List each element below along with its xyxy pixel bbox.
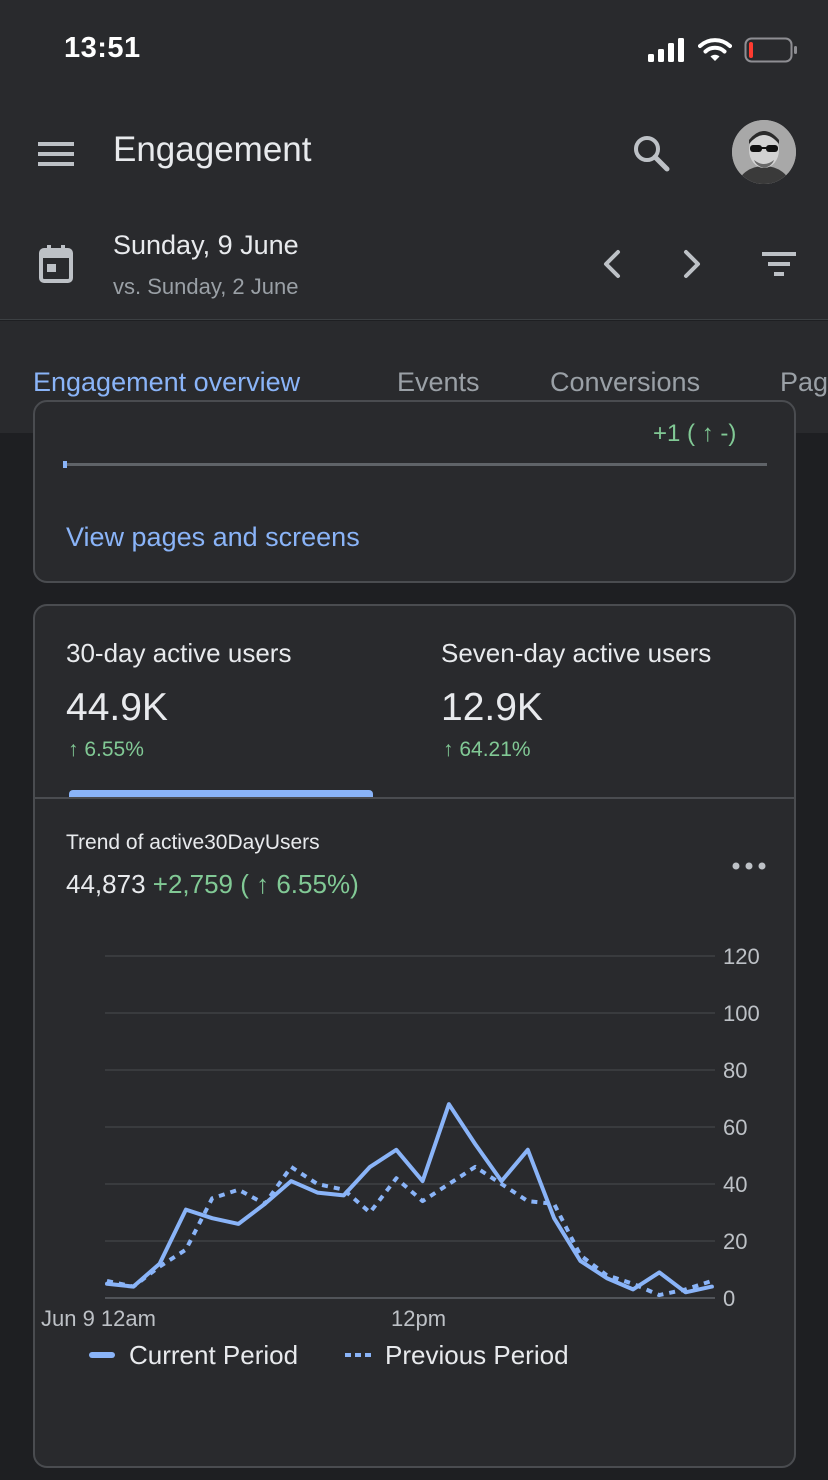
search-icon[interactable] (630, 132, 674, 176)
page-title: Engagement (113, 130, 312, 169)
metric-value-7-day: 12.9K (441, 686, 543, 729)
active-users-card: 30-day active users 44.9K ↑ 6.55% Seven-… (33, 604, 796, 1468)
avatar[interactable] (732, 120, 796, 184)
trend-title: Trend of active30DayUsers (66, 831, 320, 854)
status-time: 13:51 (64, 32, 141, 64)
y-tick-label: 80 (723, 1058, 747, 1083)
selected-date[interactable]: Sunday, 9 June (113, 230, 299, 260)
x-tick-label: Jun 9 12am (41, 1306, 156, 1331)
y-tick-label: 100 (723, 1001, 760, 1026)
tab-events[interactable]: Events (397, 367, 480, 397)
y-tick-label: 60 (723, 1115, 747, 1140)
calendar-icon[interactable] (38, 244, 74, 284)
status-bar: 13:51 (0, 0, 828, 100)
date-range-bar: Sunday, 9 June vs. Sunday, 2 June (0, 210, 828, 320)
app-bar: Engagement (0, 100, 828, 210)
filter-icon[interactable] (758, 248, 800, 280)
menu-icon[interactable] (36, 136, 76, 172)
pages-card: +1 ( ↑ -) View pages and screens (33, 400, 796, 583)
chevron-left-icon[interactable] (596, 246, 630, 282)
tab-pages[interactable]: Pag (780, 367, 828, 397)
legend-item-previous[interactable]: Previous Period (345, 1338, 569, 1372)
progress-track (63, 463, 767, 466)
y-tick-label: 20 (723, 1229, 747, 1254)
trend-total-value: 44,873 (66, 869, 146, 899)
legend-item-current[interactable]: Current Period (89, 1338, 298, 1372)
view-pages-link[interactable]: View pages and screens (66, 522, 360, 552)
metric-label-7-day[interactable]: Seven-day active users (441, 638, 712, 668)
wifi-icon (698, 38, 732, 61)
legend-label-current: Current Period (129, 1339, 299, 1370)
metric-change-7-day: ↑ 64.21% (443, 738, 531, 761)
y-tick-label: 0 (723, 1286, 735, 1311)
y-tick-label: 120 (723, 944, 760, 969)
status-icons (648, 36, 798, 64)
chevron-right-icon[interactable] (674, 246, 708, 282)
legend-label-previous: Previous Period (385, 1339, 569, 1370)
selected-metric-indicator (69, 790, 373, 797)
trend-chart: 0 20 40 60 80 100 120 Jun 9 12am 12pm (41, 944, 760, 1331)
more-options-icon[interactable] (731, 858, 767, 874)
signal-icon (648, 38, 684, 62)
solid-line-swatch-icon (89, 1352, 115, 1358)
metric-value-30-day: 44.9K (66, 686, 168, 729)
divider (35, 797, 794, 799)
tab-conversions[interactable]: Conversions (550, 367, 701, 397)
y-tick-label: 40 (723, 1172, 747, 1197)
metric-change-30-day: ↑ 6.55% (68, 738, 144, 761)
tab-engagement-overview[interactable]: Engagement overview (33, 367, 301, 397)
clipped-change-value: +1 ( ↑ -) (653, 420, 737, 447)
series-line-current (105, 1102, 714, 1295)
metric-label-30-day[interactable]: 30-day active users (66, 638, 292, 668)
battery-icon (744, 37, 797, 63)
dotted-line-swatch-icon (345, 1353, 371, 1357)
comparison-date: vs. Sunday, 2 June (113, 274, 299, 299)
trend-delta: +2,759 ( ↑ 6.55%) (152, 869, 359, 899)
user-avatar-icon (732, 120, 796, 184)
x-tick-label: 12pm (391, 1306, 446, 1331)
trend-total: 44,873 +2,759 ( ↑ 6.55%) (66, 869, 359, 900)
series-line-previous (106, 1164, 713, 1298)
progress-fill (63, 461, 67, 468)
